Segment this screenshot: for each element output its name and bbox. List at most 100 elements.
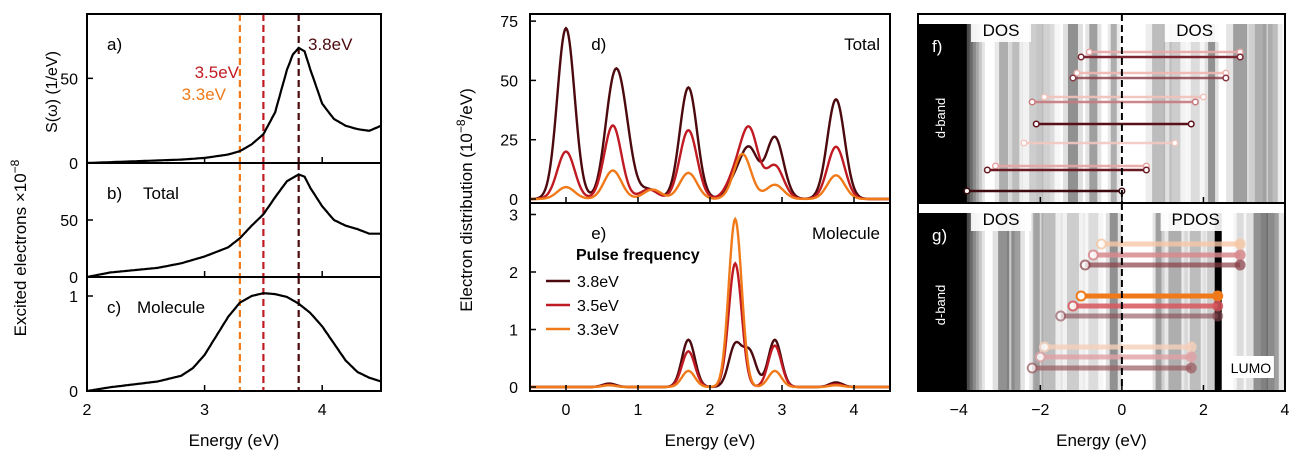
xtick-label: −2 [1031, 402, 1049, 419]
transition-end-g [1185, 351, 1197, 363]
dos-stripe-g [1088, 213, 1099, 391]
legend-label: 3.8eV [577, 274, 619, 291]
transition-end-f [1191, 98, 1199, 106]
transition-end-g [1212, 300, 1224, 312]
dos-right-label-f-bg [1164, 16, 1225, 42]
panel-tag-b: Total [143, 184, 179, 203]
xtick-label: 1 [634, 402, 643, 419]
transition-end-f [1236, 53, 1244, 61]
dos-stripe-f [1190, 24, 1200, 203]
ytick-label-d: 50 [500, 73, 518, 90]
transition-start-f [1069, 74, 1077, 82]
panel-tag-d: Total [844, 35, 880, 54]
d-band-edge-g [981, 213, 985, 391]
right-panel-group: DOS DOS DOS PDOS LUMO f) g) d-band d-band −4 −2 0 2 4… [917, 13, 1290, 450]
x-axis-label: Energy (eV) [1056, 431, 1147, 450]
d-band-label-f: d-band [933, 98, 948, 138]
d-band-edge-g [966, 213, 970, 391]
dos-stripe-g [1253, 213, 1268, 391]
transition-start-f [1040, 93, 1048, 101]
transition-end-g [1234, 238, 1246, 250]
series-line-d [530, 124, 890, 201]
transition-start-f [1077, 53, 1085, 61]
transition-start-g [1087, 249, 1099, 261]
transition-start-f [1085, 48, 1093, 56]
ytick-label-a: 0 [69, 156, 78, 173]
transition-start-f [963, 187, 971, 195]
xtick-label: 4 [318, 402, 327, 419]
dos-left-label-f: DOS [983, 21, 1020, 40]
xtick-label: 3 [200, 402, 209, 419]
transition-start-g [1075, 290, 1087, 302]
ytick-label-e: 3 [509, 208, 518, 225]
panel-label-b: b) [107, 184, 122, 203]
xtick-label: 0 [1117, 402, 1126, 419]
dos-stripe-f [1089, 24, 1098, 203]
panel-label-c: c) [107, 298, 121, 317]
dos-left-label-f-bg [971, 16, 1032, 42]
ytick-label-d: 75 [500, 14, 518, 31]
dos-stripe-f [1208, 24, 1216, 203]
transition-start-g [1055, 310, 1067, 322]
series-line-d [530, 26, 890, 201]
xtick-label: 4 [1281, 402, 1290, 419]
series-line-e [530, 338, 890, 389]
ytick-label-e: 0 [509, 380, 518, 397]
ytick-label-c: 1 [69, 289, 78, 306]
dos-stripe-f [1145, 24, 1172, 203]
dos-stripe-g [1006, 213, 1025, 391]
transition-start-g [1067, 300, 1079, 312]
transition-end-f [1222, 74, 1230, 82]
transition-start-g [1038, 341, 1050, 353]
transition-end-g [1185, 362, 1197, 374]
transition-end-g [1185, 341, 1197, 353]
dos-stripe-f [1107, 24, 1120, 203]
xtick-label: 4 [850, 402, 859, 419]
dos-stripe-f [1062, 24, 1083, 203]
d-band-label-g: d-band [933, 285, 948, 325]
xtick-label: −4 [950, 402, 968, 419]
ytick-label-b: 0 [69, 270, 78, 287]
dos-stripe-g [1011, 213, 1021, 391]
dos-stripe-f [1169, 24, 1181, 203]
dos-stripe-g [992, 213, 1015, 391]
transition-end-f [1187, 120, 1195, 128]
dos-stripe-f [1022, 24, 1051, 203]
lumo-label: LUMO [1231, 360, 1272, 376]
transition-start-f [1028, 98, 1036, 106]
transition-start-g [1096, 238, 1107, 250]
dos-stripe-g [1034, 213, 1063, 391]
dos-stripe-f [1085, 24, 1102, 203]
ytick-label-d: 0 [509, 192, 518, 209]
dos-stripe-f [1029, 24, 1044, 203]
transition-start-g [1034, 351, 1046, 363]
d-band-edge-f [978, 24, 982, 203]
transition-start-f [1020, 139, 1028, 147]
transition-start-f [1073, 69, 1081, 77]
dos-stripe-g [1189, 213, 1201, 391]
panel-label-g: g) [932, 226, 947, 245]
vline-label: 3.5eV [195, 63, 240, 82]
d-band-region-f [918, 24, 967, 203]
ytick-label-e: 2 [509, 265, 518, 282]
transition-start-f [1032, 120, 1040, 128]
legend-label: 3.5eV [577, 298, 619, 315]
dos-stripe-f [1254, 24, 1267, 203]
dos-right-label-f: DOS [1176, 21, 1213, 40]
dos-stripe-g [1032, 213, 1040, 391]
dos-stripe-f [1267, 24, 1278, 203]
dos-stripe-g [1155, 213, 1162, 391]
y-axis-label: Electron distribution (10−8/eV) [454, 88, 476, 311]
ytick-label-e: 1 [509, 323, 518, 340]
xtick-label: 2 [1199, 402, 1208, 419]
legend-title: Pulse frequency [576, 247, 700, 264]
legend-label: 3.3eV [577, 322, 619, 339]
d-band-edge-f [966, 24, 970, 203]
d-band-edge-g [972, 213, 976, 391]
transition-end-f [1171, 139, 1179, 147]
middle-panel-group: 0 25 50 75 d) Total 0 1 2 3 e) Molecule Pulse freque… [454, 13, 891, 450]
dos-stripe-g [1105, 213, 1122, 391]
ytick-label-d: 25 [500, 133, 518, 150]
transition-end-g [1234, 249, 1246, 261]
